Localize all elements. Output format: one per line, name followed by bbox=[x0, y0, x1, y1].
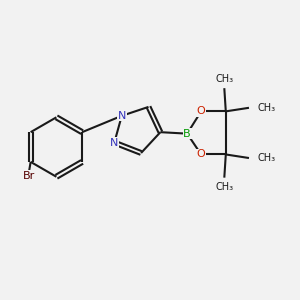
Text: B: B bbox=[183, 129, 191, 139]
Text: O: O bbox=[197, 106, 206, 116]
Text: N: N bbox=[118, 111, 126, 121]
Text: CH₃: CH₃ bbox=[258, 153, 276, 163]
Text: N: N bbox=[110, 138, 118, 148]
Text: CH₃: CH₃ bbox=[215, 182, 233, 192]
Text: CH₃: CH₃ bbox=[258, 103, 276, 113]
Text: CH₃: CH₃ bbox=[215, 74, 233, 84]
Text: O: O bbox=[197, 149, 206, 160]
Text: Br: Br bbox=[23, 171, 35, 181]
